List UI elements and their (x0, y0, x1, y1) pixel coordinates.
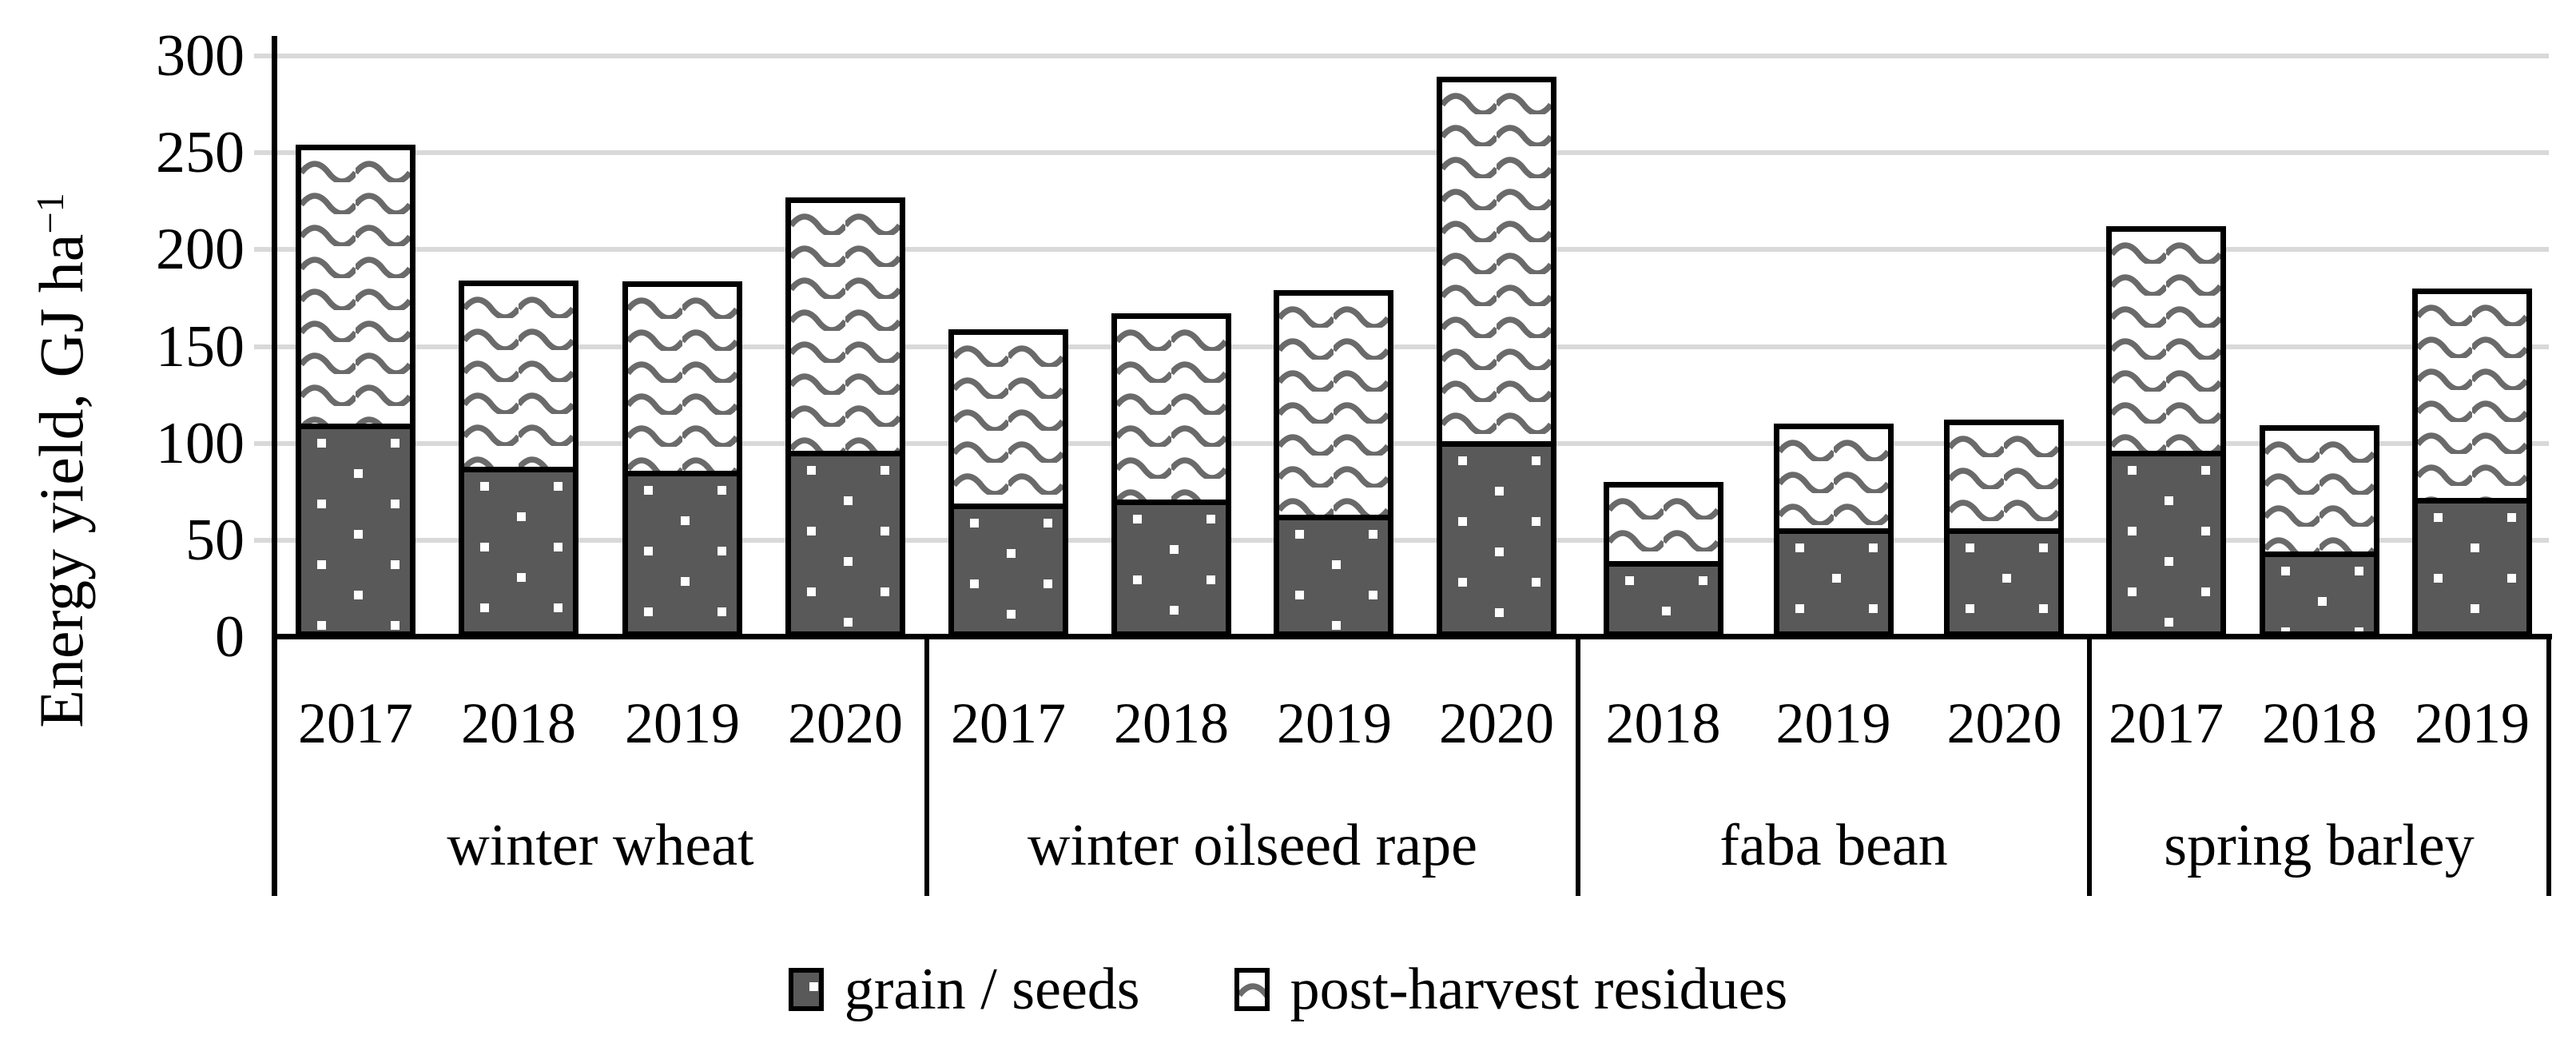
bar-segment-grain-seeds (296, 424, 415, 637)
y-axis-tick (254, 247, 272, 252)
gridline (274, 247, 2549, 252)
bar-segment-grain-seeds (1604, 561, 1723, 637)
x-tick-year-label: 2018 (1114, 691, 1229, 755)
y-tick-label: 150 (156, 314, 244, 380)
bar-segment-grain-seeds (1111, 500, 1231, 637)
x-tick-year-label: 2019 (625, 691, 740, 755)
bar-segment-post-harvest-residues (1604, 482, 1723, 567)
x-tick-year-label: 2019 (2415, 691, 2530, 755)
x-tick-year-label: 2018 (1605, 691, 1721, 755)
x-tick-year-label: 2020 (788, 691, 903, 755)
gridline (274, 538, 2549, 543)
x-tick-year-label: 2017 (2109, 691, 2224, 755)
y-axis-title-superscript: −1 (30, 193, 72, 234)
bar-segment-grain-seeds (2412, 498, 2532, 637)
bar-segment-grain-seeds (1274, 515, 1393, 637)
legend-entry-residues: post-harvest residues (1234, 950, 1788, 1029)
legend-entry-grain: grain / seeds (788, 950, 1140, 1029)
category-divider-line (924, 637, 929, 896)
legend-label-grain: grain / seeds (844, 957, 1140, 1022)
bar-segment-post-harvest-residues (785, 197, 905, 456)
x-tick-year-label: 2020 (1946, 691, 2062, 755)
x-group-label: faba bean (1719, 813, 1948, 878)
x-tick-year-label: 2017 (298, 691, 413, 755)
y-tick-label: 200 (156, 217, 244, 282)
bar-segment-post-harvest-residues (1944, 420, 2064, 534)
x-tick-year-label: 2018 (461, 691, 576, 755)
y-tick-label: 300 (156, 23, 244, 89)
bar-segment-post-harvest-residues (622, 281, 742, 476)
y-axis-tick (254, 54, 272, 58)
x-group-label: winter wheat (447, 813, 754, 878)
category-divider-line (2087, 637, 2092, 896)
bar-segment-post-harvest-residues (1111, 313, 1231, 505)
bar-segment-post-harvest-residues (1437, 77, 1556, 447)
x-tick-year-label: 2020 (1439, 691, 1554, 755)
bar-segment-grain-seeds (785, 451, 905, 637)
bar-segment-grain-seeds (948, 504, 1068, 637)
y-axis-tick (254, 344, 272, 349)
bar-segment-post-harvest-residues (459, 281, 578, 472)
x-group-label: winter oilseed rape (1028, 813, 1477, 878)
x-tick-year-label: 2017 (951, 691, 1066, 755)
x-tick-year-label: 2018 (2262, 691, 2377, 755)
category-divider-line (1576, 637, 1580, 896)
bar-segment-grain-seeds (1774, 528, 1894, 637)
gridline (274, 344, 2549, 349)
x-group-label: spring barley (2164, 813, 2475, 878)
bar-segment-post-harvest-residues (2106, 226, 2226, 456)
x-tick-year-label: 2019 (1277, 691, 1392, 755)
category-divider-line (2546, 637, 2551, 896)
chart-legend: grain / seeds post-harvest residues (0, 950, 2576, 1029)
dark-dotted-swatch-icon (788, 968, 824, 1011)
bar-segment-grain-seeds (459, 467, 578, 637)
y-tick-label: 100 (156, 411, 244, 476)
bar-segment-post-harvest-residues (2412, 289, 2532, 504)
bar-segment-grain-seeds (1437, 441, 1556, 637)
y-tick-label: 250 (156, 120, 244, 185)
bar-segment-grain-seeds (1944, 528, 2064, 637)
y-tick-label: 0 (215, 604, 244, 670)
y-axis-tick (254, 150, 272, 155)
bar-segment-post-harvest-residues (1774, 424, 1894, 534)
y-axis-line (272, 36, 277, 896)
bar-segment-grain-seeds (2106, 451, 2226, 637)
y-axis-tick (254, 538, 272, 543)
gridline (274, 150, 2549, 155)
bar-segment-post-harvest-residues (296, 145, 415, 429)
bar-segment-post-harvest-residues (1274, 290, 1393, 520)
bar-segment-grain-seeds (622, 471, 742, 637)
bar-segment-grain-seeds (2260, 551, 2379, 637)
gridline (274, 441, 2549, 446)
legend-label-residues: post-harvest residues (1290, 957, 1788, 1022)
wave-pattern-swatch-icon (1234, 968, 1270, 1011)
bar-segment-post-harvest-residues (2260, 425, 2379, 557)
bar-segment-post-harvest-residues (948, 329, 1068, 509)
gridline (274, 54, 2549, 58)
y-axis-tick (254, 441, 272, 446)
x-axis-line (272, 634, 2552, 639)
y-tick-label: 50 (185, 508, 244, 573)
x-tick-year-label: 2019 (1775, 691, 1891, 755)
